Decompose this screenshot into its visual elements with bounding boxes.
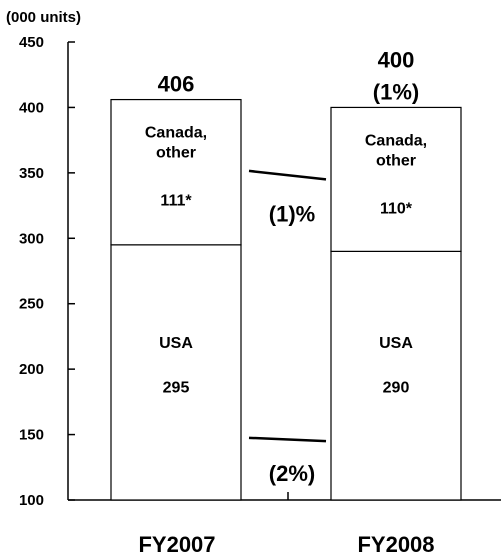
category-label: FY2008 — [357, 532, 434, 557]
bars: USA 295 Canada, other 111* 406 USA 290 Canada, ot… — [110, 47, 462, 501]
change-line — [248, 169, 327, 181]
bar-segment — [110, 98, 242, 246]
change-label: (1)% — [269, 201, 315, 226]
y-tick-label: 350 — [19, 165, 44, 182]
segment-label: USA — [379, 335, 413, 352]
segment-value: 295 — [163, 380, 190, 397]
y-tick-label: 200 — [19, 361, 44, 378]
change-label: (2%) — [269, 461, 315, 486]
y-tick-label: 250 — [19, 296, 44, 313]
bar-segment — [330, 250, 462, 501]
segment-label: other — [376, 152, 416, 169]
y-axis: 100 150 200 250 300 350 400 450 (000 units) — [6, 9, 501, 509]
y-tick-label: 300 — [19, 230, 44, 247]
bar-segment — [330, 106, 462, 252]
category-labels: FY2007 FY2008 — [138, 532, 434, 557]
change-line — [248, 436, 327, 443]
segment-label: other — [156, 145, 196, 162]
segment-value: 111* — [160, 193, 192, 210]
bar-total-change: (1%) — [373, 79, 419, 104]
unit-label: (000 units) — [6, 9, 81, 26]
segment-value: 290 — [383, 380, 410, 397]
segment-value: 110* — [380, 200, 413, 217]
bar-segment — [110, 244, 242, 501]
y-tick-label: 450 — [19, 34, 44, 51]
change-annotations: (1)% (2%) — [248, 169, 327, 486]
segment-label: Canada, — [145, 125, 207, 142]
bar-total: 406 — [158, 72, 195, 97]
y-tick-label: 400 — [19, 99, 44, 116]
category-label: FY2007 — [138, 532, 215, 557]
y-tick-label: 100 — [19, 492, 44, 509]
y-tick-label: 150 — [19, 427, 44, 444]
segment-label: Canada, — [365, 132, 427, 149]
segment-label: USA — [159, 335, 193, 352]
bar-total: 400 — [378, 47, 415, 72]
